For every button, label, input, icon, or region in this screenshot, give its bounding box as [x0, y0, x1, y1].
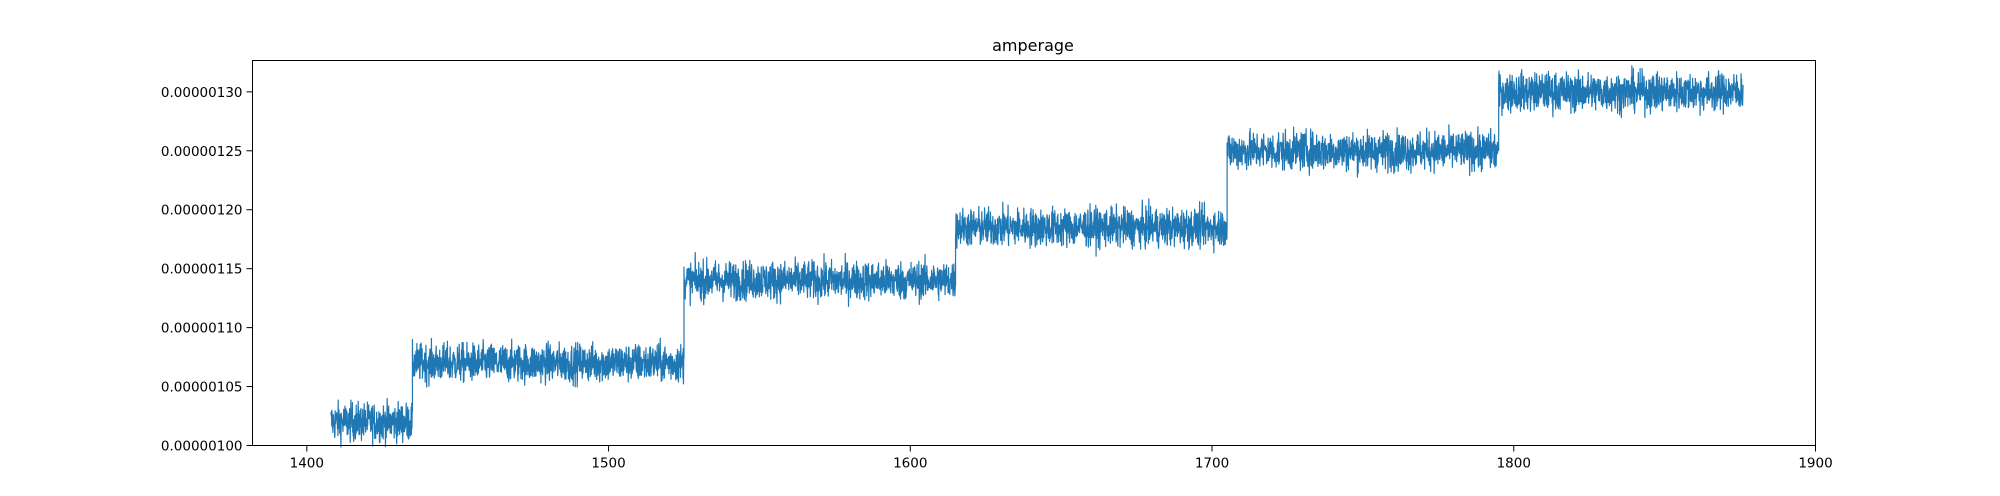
x-tick-label: 1500: [591, 456, 625, 472]
y-tick-label: 0.00000120: [161, 203, 243, 219]
x-axis: 1400 1500 1600 1700 1800 1900: [290, 445, 1833, 472]
y-tick-label: 0.00000105: [161, 380, 243, 396]
x-tick-label: 1900: [1798, 456, 1832, 472]
plot-data: [330, 65, 1744, 448]
x-tick-label: 1400: [290, 456, 324, 472]
x-tick-label: 1600: [893, 456, 927, 472]
plot-frame: [252, 60, 1816, 446]
chart-title: amperage: [992, 36, 1074, 55]
y-tick-label: 0.00000130: [161, 85, 243, 101]
y-tick-label: 0.00000115: [161, 262, 243, 278]
x-tick-label: 1800: [1497, 456, 1531, 472]
y-tick-label: 0.00000100: [161, 439, 243, 455]
x-tick-label: 1700: [1195, 456, 1229, 472]
series-line: [330, 65, 1744, 448]
y-tick-label: 0.00000110: [161, 321, 243, 337]
y-tick-label: 0.00000125: [161, 144, 243, 160]
y-axis: 0.00000100 0.00000105 0.00000110 0.00000115…: [161, 85, 253, 455]
